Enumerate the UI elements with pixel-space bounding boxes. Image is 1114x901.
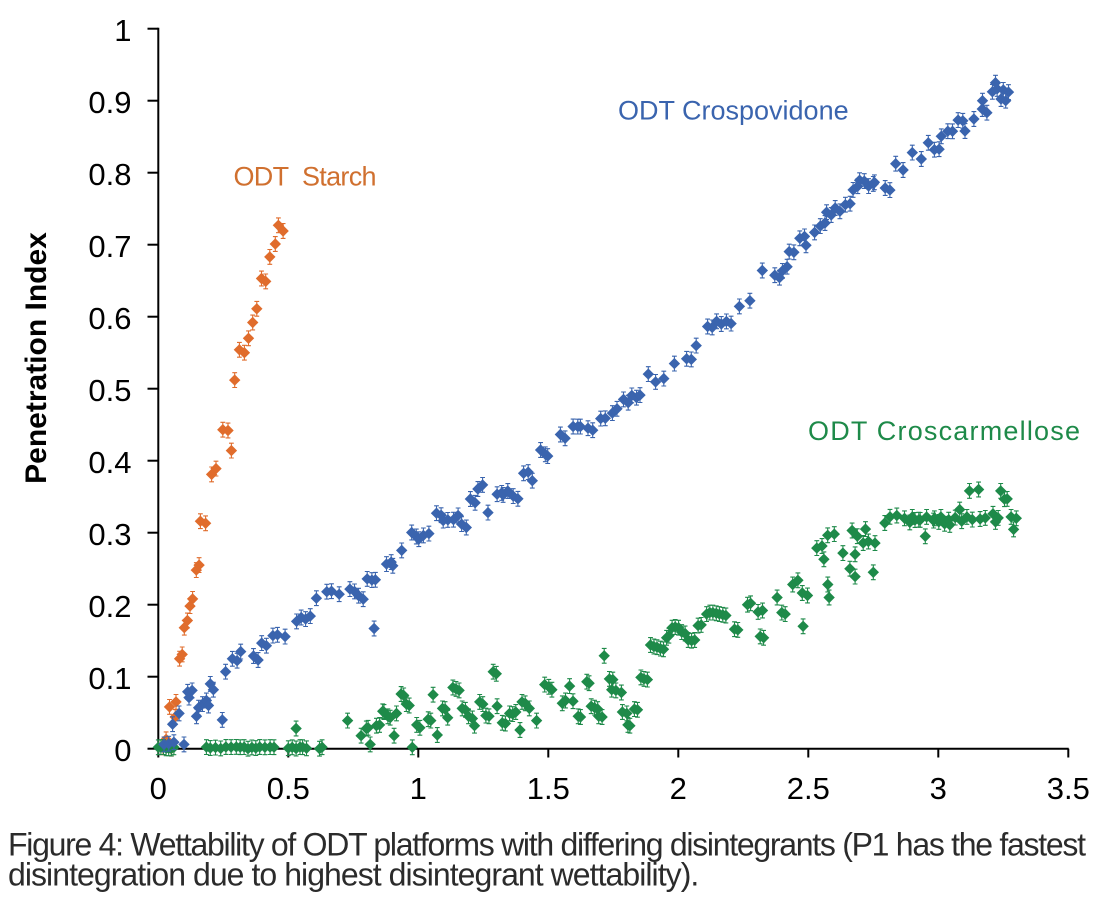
svg-text:0.2: 0.2 [88,589,131,624]
svg-text:1.5: 1.5 [527,771,570,806]
svg-text:disintegration due to highest: disintegration due to highest disintegra… [8,856,698,892]
svg-text:ODT Crospovidone: ODT Crospovidone [618,96,849,126]
svg-text:0.7: 0.7 [88,229,131,264]
svg-text:0.5: 0.5 [267,771,310,806]
svg-text:0.8: 0.8 [88,157,131,192]
svg-text:0.9: 0.9 [88,85,131,120]
svg-text:2.5: 2.5 [787,771,830,806]
svg-text:1: 1 [114,13,131,48]
svg-text:0: 0 [114,733,131,768]
svg-text:0.1: 0.1 [88,661,131,696]
svg-text:Figure 4: Wettability of ODT p: Figure 4: Wettability of ODT platforms w… [8,827,1086,863]
svg-text:ODT Starch: ODT Starch [234,162,376,192]
svg-text:3.5: 3.5 [1047,771,1090,806]
svg-text:Penetration Index: Penetration Index [20,232,53,484]
svg-text:0.3: 0.3 [88,517,131,552]
svg-text:2: 2 [670,771,687,806]
svg-text:0.4: 0.4 [88,445,131,480]
svg-text:ODT Croscarmellose: ODT Croscarmellose [808,416,1081,446]
svg-text:0.5: 0.5 [88,373,131,408]
svg-text:0.6: 0.6 [88,301,131,336]
svg-text:3: 3 [930,771,947,806]
svg-text:1: 1 [410,771,427,806]
svg-text:0: 0 [150,771,167,806]
